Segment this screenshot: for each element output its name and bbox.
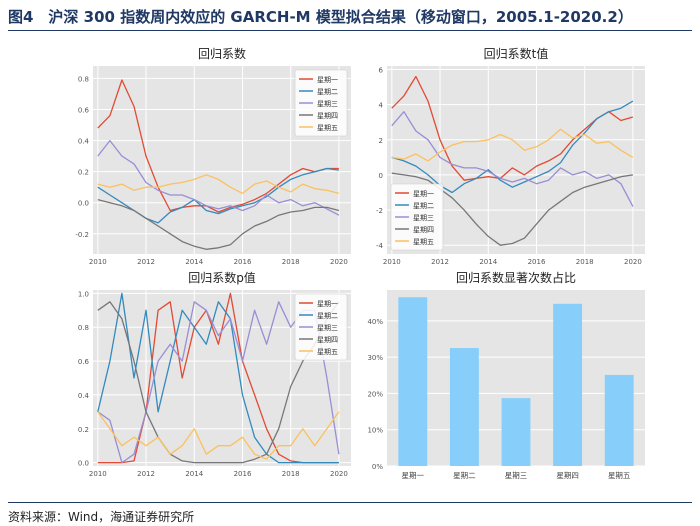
y-tick-label: -4 [376,242,384,250]
chart-significance-share: 回归系数显著次数占比 0% 10% 20% 30% 40% 星期一 星期二 星期三 星期四 星期五 [367,270,645,480]
x-tick-label: 2020 [330,470,348,478]
x-tick-label: 2010 [89,470,107,478]
legend-box [294,69,348,137]
x-tick-label: 2014 [185,258,203,266]
chart-regression-coefficient: 回归系数 -0.2 0.0 0.2 0.4 0.6 0.8 2010 2012 2014 2016 2… [75,46,351,266]
y-tick-label: 4 [379,102,384,110]
x-tick-label: 2020 [330,258,348,266]
legend-label: 星期二 [317,88,338,96]
chart-title: 回归系数t值 [484,46,549,61]
x-tick-label: 2018 [282,258,300,266]
legend-label: 星期五 [413,238,434,246]
x-tick-label: 2016 [234,470,252,478]
legend-label: 星期三 [317,100,338,108]
y-tick-label: 0.2 [78,169,89,177]
legend-label: 星期四 [317,336,338,344]
y-tick-label: 6 [379,67,384,75]
y-tick-label: 0.4 [78,138,90,146]
y-tick-label: 0.0 [78,460,89,468]
figure-title: 图4 沪深 300 指数周内效应的 GARCH-M 模型拟合结果（移动窗口，20… [8,8,633,26]
x-tick-label: 2020 [624,258,642,266]
series-line-5 [97,411,340,460]
legend-label: 星期一 [317,76,338,84]
chart-title: 回归系数 [198,46,246,61]
legend-label: 星期五 [317,348,338,356]
x-category-label: 星期二 [453,471,476,480]
y-tick-label: -0.2 [75,231,89,239]
legend-box [294,293,348,361]
series-line-2 [97,292,339,464]
series-line-1 [97,79,339,213]
source-note: 资料来源：Wind，海通证券研究所 [8,510,195,524]
bar [501,398,531,466]
legend-label: 星期二 [317,312,338,320]
y-tick-label: 2 [379,137,383,145]
legend-label: 星期一 [317,300,338,308]
legend-label: 星期四 [413,226,434,234]
y-tick-label: 0.8 [78,75,89,83]
source-divider [8,502,692,503]
title-divider [8,30,692,31]
x-tick-label: 2010 [383,258,401,266]
y-tick-label: 0.4 [78,392,90,400]
y-tick-label: 0.0 [78,200,89,208]
x-tick-label: 2012 [137,258,155,266]
legend-label: 星期五 [317,124,338,132]
series-line-4 [97,301,340,464]
series-line-4 [391,172,633,246]
bar [553,303,583,466]
y-tick-label: 20% [367,390,383,398]
x-category-label: 星期四 [556,471,579,480]
series-line-5 [391,128,634,162]
y-tick-label: 0.8 [78,324,89,332]
x-category-label: 星期五 [608,471,631,480]
x-tick-label: 2018 [576,258,594,266]
x-tick-label: 2012 [137,470,155,478]
y-tick-label: 0.6 [78,358,90,366]
series-line-3 [391,111,634,207]
legend-label: 星期一 [413,190,434,198]
bar [449,348,479,466]
y-tick-label: 1.0 [78,290,89,298]
series-line-5 [97,174,340,195]
y-tick-label: 10% [367,427,383,435]
x-tick-label: 2014 [479,258,497,266]
legend-label: 星期二 [413,202,434,210]
y-tick-label: 40% [367,318,383,326]
bar [398,297,428,466]
x-category-label: 星期三 [505,471,528,480]
series-line-4 [97,198,340,250]
bar [604,374,634,466]
series-line-2 [391,100,634,194]
legend-label: 星期四 [317,112,338,120]
chart-coefficient-t-value: 回归系数t值 -4 -2 0 2 4 6 2010 2012 2014 2016 2018 2020 星期… [376,46,645,266]
y-tick-label: 0.6 [78,107,90,115]
series-line-1 [391,75,634,181]
x-category-label: 星期一 [402,471,425,480]
y-tick-label: 0.2 [78,426,89,434]
y-tick-label: 0% [372,463,383,471]
y-tick-label: -2 [376,207,383,215]
x-tick-label: 2016 [234,258,252,266]
x-tick-label: 2016 [528,258,546,266]
y-tick-label: 0 [379,172,383,180]
x-tick-label: 2012 [431,258,449,266]
y-tick-label: 30% [367,354,383,362]
x-tick-label: 2014 [185,470,203,478]
x-tick-label: 2010 [89,258,107,266]
chart-title: 回归系数p值 [188,270,256,285]
legend-label: 星期三 [317,324,338,332]
legend-box [390,183,444,251]
chart-coefficient-p-value: 回归系数p值 0.0 0.2 0.4 0.6 0.8 1.0 2010 2012 2014 2016… [78,270,351,478]
x-tick-label: 2018 [282,470,300,478]
legend-label: 星期三 [413,214,434,222]
chart-title: 回归系数显著次数占比 [456,270,576,285]
series-line-3 [97,139,340,216]
